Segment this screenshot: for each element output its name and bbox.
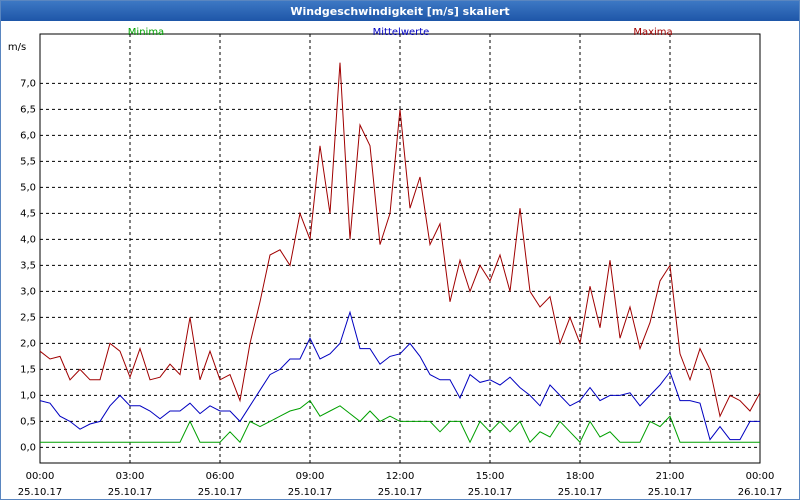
y-tick-label: 1,0: [20, 390, 36, 401]
y-tick-label: 3,5: [20, 260, 36, 271]
y-tick-label: 6,5: [20, 104, 36, 115]
plot-frame: [39, 33, 761, 464]
y-tick-label: 6,0: [20, 130, 36, 141]
title-bar: [1, 1, 799, 21]
x-tick-date: 25.10.17: [558, 487, 603, 498]
x-tick-label: 06:00: [206, 471, 235, 482]
x-tick-date: 25.10.17: [378, 487, 423, 498]
x-tick-label: 18:00: [566, 471, 595, 482]
x-tick-label: 00:00: [26, 471, 55, 482]
chart-title: Windgeschwindigkeit [m/s] skaliert: [290, 5, 509, 18]
y-tick-label: 5,0: [20, 182, 36, 193]
y-tick-label: 4,0: [20, 234, 36, 245]
series-line: [39, 310, 760, 441]
series-line: [39, 62, 761, 418]
x-tick-label: 09:00: [296, 471, 325, 482]
x-tick-date: 25.10.17: [18, 487, 63, 498]
y-tick-label: 7,0: [20, 78, 36, 89]
x-tick-label: 00:00: [746, 471, 775, 482]
x-tick-label: 15:00: [476, 471, 505, 482]
y-tick-label: 5,5: [20, 156, 36, 167]
x-tick-date: 26.10.17: [738, 487, 783, 498]
y-tick-label: 1,5: [20, 364, 36, 375]
y-tick-label: 3,0: [20, 286, 36, 297]
y-tick-label: 2,0: [20, 338, 36, 349]
y-tick-label: 0,5: [20, 416, 36, 427]
legend-entry: Maxima: [633, 27, 672, 38]
series-line: [40, 399, 760, 444]
legend-entry: Mittelwerte: [373, 27, 430, 38]
x-tick-date: 25.10.17: [108, 487, 153, 498]
x-tick-label: 03:00: [116, 471, 145, 482]
x-tick-date: 25.10.17: [288, 487, 333, 498]
x-tick-date: 25.10.17: [648, 487, 693, 498]
y-tick-label: 2,5: [20, 312, 36, 323]
x-tick-date: 25.10.17: [198, 487, 243, 498]
x-tick-label: 21:00: [656, 471, 685, 482]
legend-entry: Minima: [128, 27, 164, 38]
y-tick-label: 4,5: [20, 208, 36, 219]
y-axis-label: m/s: [8, 42, 26, 53]
y-tick-label: 0,0: [20, 442, 36, 453]
x-tick-label: 12:00: [386, 471, 415, 482]
x-tick-date: 25.10.17: [468, 487, 513, 498]
